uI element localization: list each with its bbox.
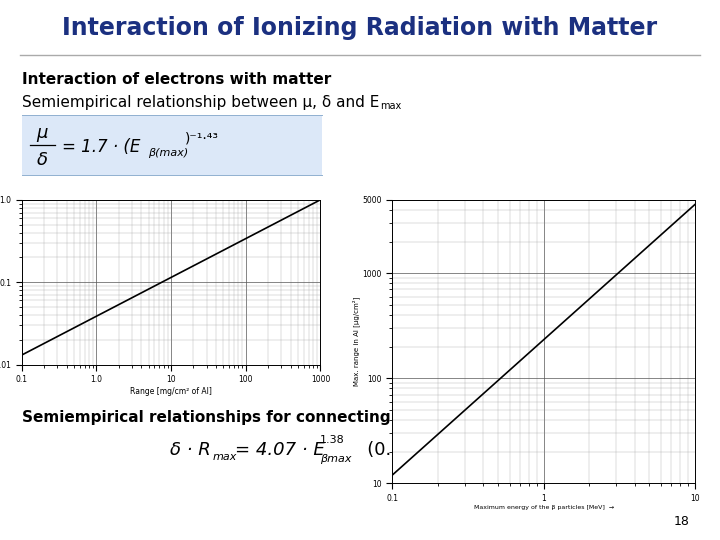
X-axis label: Maximum energy of the β particles [MeV]  →: Maximum energy of the β particles [MeV] … — [474, 505, 613, 510]
Text: max: max — [380, 101, 401, 111]
Text: 18: 18 — [674, 515, 690, 528]
Text: = 1.7 · (E: = 1.7 · (E — [62, 138, 140, 156]
Text: βmax: βmax — [320, 454, 351, 464]
Text: β: β — [468, 453, 475, 463]
Text: max: max — [213, 452, 238, 462]
Text: Semiempirical relationship between μ, δ and E: Semiempirical relationship between μ, δ … — [22, 95, 379, 110]
Text: = 4.07 · E: = 4.07 · E — [235, 441, 325, 459]
Text: Semiempirical relationships for connecting range with electron energy: Semiempirical relationships for connecti… — [22, 410, 630, 425]
Text: β(max): β(max) — [148, 148, 188, 158]
Text: μ: μ — [36, 124, 48, 142]
Text: (0.15 < E: (0.15 < E — [350, 441, 452, 459]
Text: < 0.8 MeV): < 0.8 MeV) — [477, 441, 584, 459]
Text: Interaction of electrons with matter: Interaction of electrons with matter — [22, 72, 331, 87]
Text: Interaction of Ionizing Radiation with Matter: Interaction of Ionizing Radiation with M… — [63, 16, 657, 40]
Y-axis label: Max. range in Al [μg/cm²]: Max. range in Al [μg/cm²] — [352, 297, 360, 386]
X-axis label: Range [mg/cm² of Al]: Range [mg/cm² of Al] — [130, 387, 212, 396]
Text: δ · R: δ · R — [170, 441, 211, 459]
Text: δ: δ — [37, 151, 48, 169]
Text: 1.38: 1.38 — [320, 435, 345, 445]
Text: )⁻¹⋅⁴³: )⁻¹⋅⁴³ — [185, 131, 219, 145]
FancyBboxPatch shape — [22, 115, 322, 175]
